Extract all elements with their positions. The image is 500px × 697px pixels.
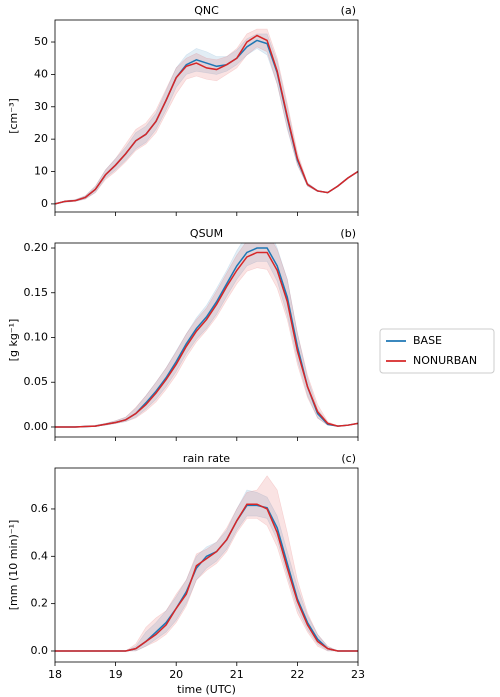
corner-label: (a) — [341, 4, 356, 17]
plot-area — [55, 28, 358, 205]
axes-frame — [54, 242, 359, 438]
panel-title: QSUM — [190, 227, 223, 240]
y-tick-label: 40 — [34, 67, 48, 80]
y-axis-label: [mm (10 min)⁻¹] — [7, 520, 20, 611]
y-tick-label: 0.4 — [31, 549, 49, 562]
y-tick-label: 30 — [34, 100, 48, 113]
series-line — [55, 251, 358, 428]
axes-frame — [54, 19, 359, 213]
y-tick-label: 10 — [34, 165, 48, 178]
spread-band — [55, 489, 358, 652]
x-tick-label: 19 — [109, 668, 123, 681]
y-tick-label: 0.2 — [31, 597, 49, 610]
panel-title: rain rate — [183, 452, 230, 465]
y-tick-label: 50 — [34, 35, 48, 48]
corner-label: (b) — [340, 227, 356, 240]
spread-band — [55, 243, 358, 428]
y-tick-label: 0.10 — [24, 330, 49, 343]
plot-area — [55, 243, 358, 428]
series-line — [55, 503, 358, 652]
legend-label: BASE — [413, 334, 442, 347]
x-tick-label: 21 — [230, 668, 244, 681]
y-tick-label: 0.6 — [31, 502, 49, 515]
legend-label: NONURBAN — [413, 354, 477, 367]
panel-title: QNC — [194, 4, 219, 17]
plot-area — [55, 475, 358, 652]
legend-box — [379, 328, 495, 374]
y-tick-label: 20 — [34, 132, 48, 145]
series-line — [55, 34, 358, 205]
y-axis-label: [cm⁻³] — [7, 98, 20, 134]
spread-band — [55, 475, 358, 652]
y-tick-label: 0.00 — [24, 420, 49, 433]
x-tick-label: 22 — [290, 668, 304, 681]
axes-frame — [54, 467, 359, 663]
y-tick-label: 0.15 — [24, 286, 49, 299]
x-tick-label: 20 — [169, 668, 183, 681]
spread-band — [55, 28, 358, 205]
spread-band — [55, 243, 358, 428]
y-axis-label: [g kg⁻¹] — [7, 319, 20, 362]
x-tick-label: 18 — [48, 668, 62, 681]
y-tick-label: 0.05 — [24, 375, 49, 388]
y-tick-label: 0 — [41, 197, 48, 210]
y-tick-label: 0.20 — [24, 241, 49, 254]
corner-label: (c) — [341, 452, 356, 465]
y-tick-label: 0.0 — [31, 644, 49, 657]
x-axis-label: time (UTC) — [177, 683, 236, 696]
x-tick-label: 23 — [351, 668, 365, 681]
